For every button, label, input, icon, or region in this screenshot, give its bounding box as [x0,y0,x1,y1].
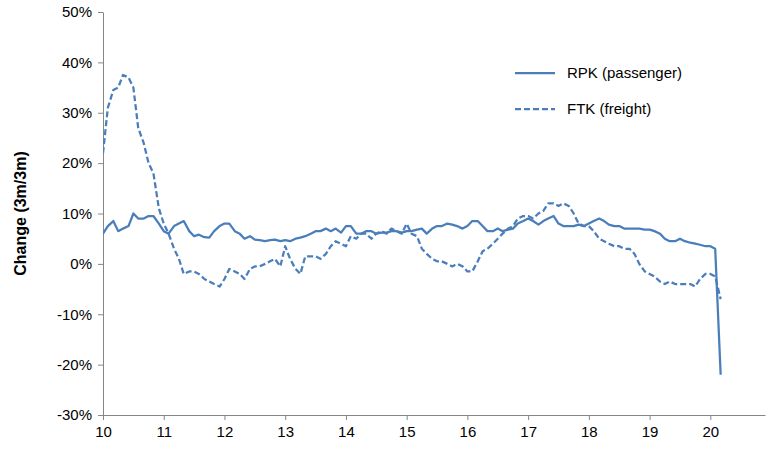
y-axis-line [103,13,104,416]
y-tick-label: 40% [62,54,92,71]
x-tick: 19 [642,415,659,440]
y-tick-mark [98,365,103,366]
y-tick: 50% [62,3,103,20]
y-tick-label: 30% [62,104,92,121]
legend-swatch [515,108,555,110]
lines [103,75,721,375]
chart: -30%-20%-10%0%10%20%30%40%50%10111213141… [0,0,782,457]
series-line [103,214,721,375]
y-tick-mark [98,415,103,416]
x-tick: 17 [520,415,537,440]
y-tick: 30% [62,104,103,121]
legend-label: FTK (freight) [567,100,651,117]
y-tick-mark [98,113,103,114]
y-tick: -20% [57,356,103,373]
legend: RPK (passenger) FTK (freight) [515,64,682,117]
x-tick-mark [467,415,468,420]
x-tick-label: 18 [581,423,598,440]
x-tick-label: 19 [642,423,659,440]
y-tick-label: 20% [62,154,92,171]
x-tick: 16 [460,415,477,440]
x-tick-label: 13 [277,423,294,440]
legend-label: RPK (passenger) [567,64,682,81]
y-tick-label: 50% [62,3,92,20]
y-tick-mark [98,264,103,265]
x-tick-label: 20 [702,423,719,440]
x-tick-mark [103,415,104,420]
x-tick: 13 [277,415,294,440]
x-tick-mark [407,415,408,420]
y-tick-label: 10% [62,205,92,222]
x-tick: 15 [399,415,416,440]
legend-item: FTK (freight) [515,100,651,117]
y-tick: 10% [62,205,103,222]
x-tick-mark [164,415,165,420]
x-axis: 10 11 12 13 14 15 16 17 18 19 20 [95,415,765,440]
y-tick-mark [98,12,103,13]
y-tick: 40% [62,54,103,71]
x-tick-label: 12 [217,423,234,440]
legend-item: RPK (passenger) [515,64,682,81]
y-tick-mark [98,214,103,215]
x-tick: 12 [217,415,234,440]
x-tick-label: 17 [520,423,537,440]
x-axis-line [104,415,766,416]
y-tick: 20% [62,154,103,171]
x-tick-mark [224,415,225,420]
y-axis-title: Change (3m/3m) [12,151,29,275]
y-tick-mark [98,314,103,315]
series-line [103,75,721,299]
x-tick-mark [650,415,651,420]
y-tick-mark [98,163,103,164]
x-tick-label: 10 [95,423,112,440]
y-tick-label: -20% [57,356,92,373]
x-tick-label: 14 [338,423,355,440]
x-tick-mark [710,415,711,420]
y-tick-label: 0% [70,255,92,272]
y-tick: -10% [57,306,103,323]
x-tick-label: 11 [156,423,172,440]
x-tick-mark [285,415,286,420]
x-tick-label: 15 [399,423,416,440]
y-tick-label: -30% [57,406,92,423]
y-tick-mark [98,62,103,63]
x-tick: 11 [156,415,172,440]
y-tick: 0% [70,255,103,272]
x-tick: 20 [702,415,719,440]
x-tick-mark [589,415,590,420]
y-tick: -30% [57,406,103,423]
y-tick-label: -10% [57,306,92,323]
legend-swatch [515,72,555,74]
x-tick-mark [528,415,529,420]
y-axis: -30% -20% -10% 0% 10% 20% 30% 40% 50% [57,3,104,423]
x-tick: 14 [338,415,355,440]
x-tick-mark [346,415,347,420]
x-tick: 10 [95,415,112,440]
x-tick: 18 [581,415,598,440]
x-tick-label: 16 [460,423,477,440]
plot: -30%-20%-10%0%10%20%30%40%50%10111213141… [57,3,766,439]
